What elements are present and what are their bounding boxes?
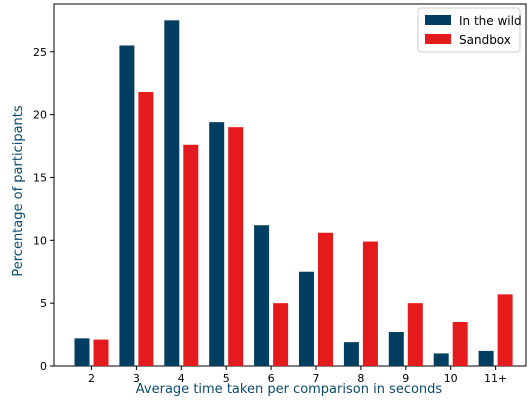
x-tick-label: 6 xyxy=(268,372,275,385)
y-tick-label: 0 xyxy=(40,360,47,373)
x-tick-label: 11+ xyxy=(484,372,507,385)
legend-swatch xyxy=(425,15,451,25)
bars xyxy=(74,20,513,367)
bar-sandbox xyxy=(497,294,513,366)
bar-sandbox xyxy=(183,144,199,366)
x-tick-label: 9 xyxy=(402,372,409,385)
y-tick-label: 25 xyxy=(33,46,47,59)
bar-in-the-wild xyxy=(209,122,225,367)
x-tick-label: 5 xyxy=(223,372,230,385)
x-tick-label: 10 xyxy=(444,372,458,385)
bar-in-the-wild xyxy=(74,338,90,366)
x-axis: 2 3 4 5 6 7 8 9 10 11+ xyxy=(88,366,507,385)
y-axis-title: Percentage of participants xyxy=(11,105,26,277)
bar-in-the-wild xyxy=(164,20,180,367)
bar-sandbox xyxy=(318,232,333,366)
bar-in-the-wild xyxy=(343,342,359,366)
y-tick-label: 5 xyxy=(40,297,47,310)
bar-in-the-wild xyxy=(119,45,135,367)
bar-sandbox xyxy=(407,303,423,366)
bar-in-the-wild xyxy=(388,332,404,366)
bar-sandbox xyxy=(228,127,244,366)
bar-sandbox xyxy=(93,339,109,366)
x-tick-label: 3 xyxy=(133,372,140,385)
x-tick-label: 2 xyxy=(88,372,95,385)
y-tick-label: 20 xyxy=(33,109,47,122)
bar-in-the-wild xyxy=(299,271,314,366)
plot-area xyxy=(53,3,527,367)
y-axis: 0 5 10 15 20 25 xyxy=(33,46,54,373)
bar-sandbox xyxy=(273,303,289,366)
y-tick-label: 10 xyxy=(33,234,47,247)
legend-swatch xyxy=(425,34,451,44)
bar-in-the-wild xyxy=(433,353,449,366)
y-tick-label: 15 xyxy=(33,171,47,184)
legend: In the wild Sandbox xyxy=(417,7,522,53)
legend-label: Sandbox xyxy=(459,33,511,47)
x-tick-label: 7 xyxy=(313,372,320,385)
legend-label: In the wild xyxy=(459,14,522,28)
bar-sandbox xyxy=(452,322,468,366)
bar-in-the-wild xyxy=(254,225,270,366)
plot-border xyxy=(53,3,527,367)
bar-sandbox xyxy=(362,241,378,366)
bar-in-the-wild xyxy=(478,350,494,366)
x-tick-label: 4 xyxy=(178,372,185,385)
x-axis-title: Average time taken per comparison in sec… xyxy=(136,382,443,397)
x-tick-label: 8 xyxy=(357,372,364,385)
bar-sandbox xyxy=(138,91,154,366)
